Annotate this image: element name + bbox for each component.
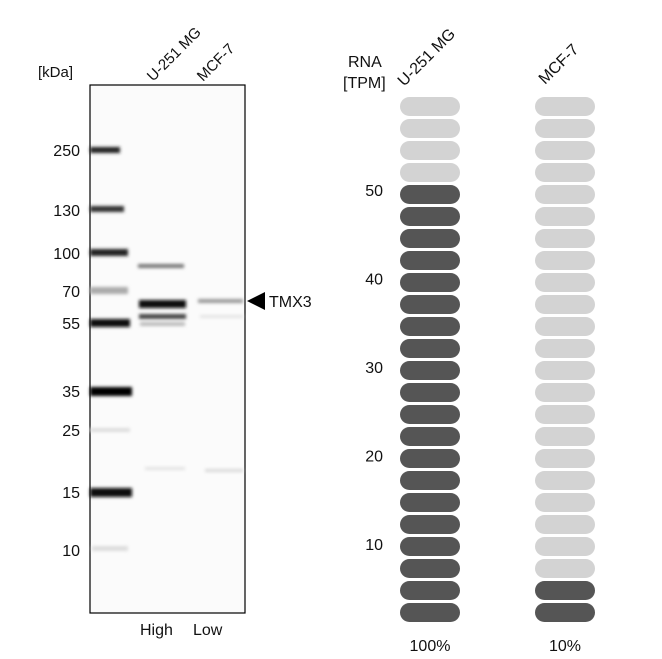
expression-label-high: High	[140, 622, 173, 639]
rna-segment-u251	[400, 581, 460, 600]
ladder-band-250	[90, 147, 120, 153]
u251-band-lower	[139, 314, 186, 319]
rna-segment-u251	[400, 427, 460, 446]
u251-band-faint	[140, 322, 185, 326]
rna-segment-u251	[400, 603, 460, 622]
rna-segment-u251	[400, 361, 460, 380]
marker-label-10: 10	[62, 543, 80, 560]
expression-label-low: Low	[193, 622, 223, 639]
mcf7-band-tmx3	[198, 299, 243, 303]
target-arrow-icon	[247, 292, 265, 310]
rna-category-u251: U-251 MG	[395, 26, 459, 90]
rna-segment-u251	[400, 207, 460, 226]
rna-segment-u251	[400, 229, 460, 248]
rna-segment-u251	[400, 251, 460, 270]
lane-label-mcf7: MCF-7	[194, 40, 238, 84]
rna-segment-u251	[400, 383, 460, 402]
kda-label: [kDa]	[38, 64, 73, 81]
rna-segment-mcf7	[535, 559, 595, 578]
rna-segment-mcf7	[535, 515, 595, 534]
ladder-band-130	[90, 206, 124, 212]
rna-segment-mcf7	[535, 449, 595, 468]
rna-segment-mcf7	[535, 317, 595, 336]
ladder-band-100	[90, 249, 128, 256]
marker-label-250: 250	[53, 143, 80, 160]
marker-label-25: 25	[62, 423, 80, 440]
rna-segment-u251	[400, 471, 460, 490]
rna-segment-u251	[400, 449, 460, 468]
rna-segment-mcf7	[535, 603, 595, 622]
percent-label-mcf7: 10%	[549, 638, 581, 655]
percent-label-u251: 100%	[410, 638, 451, 655]
marker-labels: 250 130 100 70 55 35 25 15 10	[53, 143, 80, 560]
rna-segment-mcf7	[535, 185, 595, 204]
ladder-band-70	[90, 287, 128, 294]
u251-band-upper	[138, 264, 184, 268]
ladder-band-25	[90, 428, 130, 432]
mcf7-band-faint	[200, 315, 243, 318]
rna-segment-u251	[400, 97, 460, 116]
ladder-band-35	[90, 387, 132, 396]
rna-segment-u251	[400, 273, 460, 292]
rna-segment-mcf7	[535, 97, 595, 116]
marker-label-100: 100	[53, 246, 80, 263]
marker-label-70: 70	[62, 284, 80, 301]
rna-tick-50: 50	[365, 183, 383, 200]
rna-segment-u251	[400, 317, 460, 336]
rna-axis-label-line1: RNA	[348, 54, 382, 71]
rna-segment-mcf7	[535, 493, 595, 512]
western-blot	[89, 84, 246, 614]
rna-segment-u251	[400, 141, 460, 160]
rna-axis-label-line2: [TPM]	[343, 75, 386, 92]
rna-segment-mcf7	[535, 537, 595, 556]
rna-segment-mcf7	[535, 427, 595, 446]
marker-label-55: 55	[62, 316, 80, 333]
rna-tick-40: 40	[365, 272, 383, 289]
rna-axis-ticks: 10 20 30 40 50	[365, 183, 383, 554]
rna-segment-mcf7	[535, 405, 595, 424]
rna-segment-u251	[400, 163, 460, 182]
rna-segment-mcf7	[535, 339, 595, 358]
rna-tick-30: 30	[365, 360, 383, 377]
rna-category-mcf7: MCF-7	[536, 41, 583, 88]
rna-segment-u251	[400, 185, 460, 204]
rna-bars	[400, 97, 595, 622]
rna-tick-10: 10	[365, 537, 383, 554]
rna-segment-u251	[400, 493, 460, 512]
ladder-band-10	[92, 546, 128, 551]
rna-segment-mcf7	[535, 471, 595, 490]
rna-segment-mcf7	[535, 163, 595, 182]
rna-segment-mcf7	[535, 273, 595, 292]
ladder-band-55	[90, 319, 130, 327]
marker-label-35: 35	[62, 384, 80, 401]
rna-segment-mcf7	[535, 141, 595, 160]
rna-segment-u251	[400, 339, 460, 358]
rna-segment-mcf7	[535, 229, 595, 248]
blot-bands	[90, 147, 243, 551]
rna-segment-mcf7	[535, 119, 595, 138]
target-label: TMX3	[269, 294, 312, 311]
marker-label-15: 15	[62, 485, 80, 502]
rna-segment-u251	[400, 405, 460, 424]
mcf7-band-low	[205, 469, 243, 472]
rna-tick-20: 20	[365, 449, 383, 466]
rna-segment-mcf7	[535, 251, 595, 270]
blot-frame	[89, 84, 246, 614]
rna-segment-mcf7	[535, 361, 595, 380]
rna-segment-u251	[400, 119, 460, 138]
u251-band-low	[145, 467, 185, 470]
rna-segment-mcf7	[535, 383, 595, 402]
u251-band-tmx3	[139, 300, 186, 308]
ladder-band-15	[90, 488, 132, 497]
rna-segment-mcf7	[535, 207, 595, 226]
rna-segment-u251	[400, 537, 460, 556]
rna-segment-mcf7	[535, 581, 595, 600]
marker-label-130: 130	[53, 203, 80, 220]
rna-segment-u251	[400, 559, 460, 578]
rna-segment-u251	[400, 515, 460, 534]
rna-segment-u251	[400, 295, 460, 314]
rna-segment-mcf7	[535, 295, 595, 314]
